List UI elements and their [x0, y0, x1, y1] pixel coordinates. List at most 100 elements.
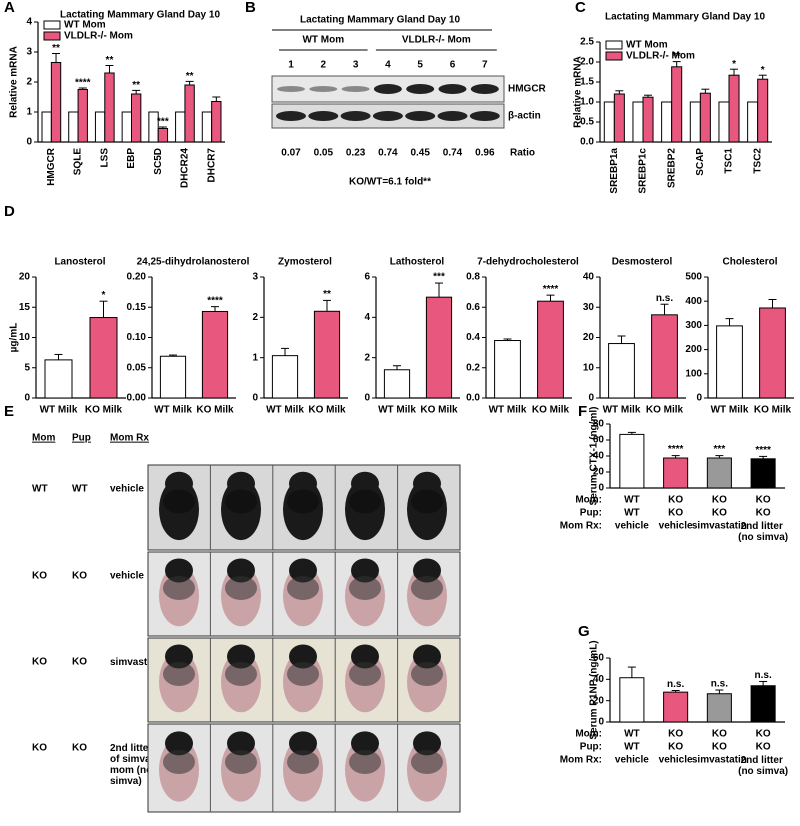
- bar: [104, 72, 115, 143]
- row-label: Pup:: [580, 742, 602, 753]
- band-label: β-actin: [508, 111, 541, 122]
- bar: [201, 310, 229, 399]
- row-label: Mom Rx:: [560, 755, 602, 766]
- legend-swatch: [605, 51, 623, 61]
- bar: [68, 111, 79, 143]
- x-tick-label: WT Milk: [603, 405, 641, 416]
- blot-title: Lactating Mammary Gland Day 10: [300, 15, 460, 26]
- bar: [759, 307, 786, 399]
- mouse-back: [225, 489, 257, 514]
- significance: ****: [207, 295, 223, 306]
- legend-label: VLDLR-/- Mom: [64, 31, 133, 42]
- mouse-back: [225, 750, 257, 774]
- lane-label: 5: [417, 60, 423, 71]
- mouse-back: [349, 489, 381, 514]
- x-tick-label: KO Milk: [196, 405, 234, 416]
- mouse-back: [163, 489, 195, 514]
- bar: [619, 433, 645, 489]
- bar: [271, 355, 299, 399]
- band: [406, 84, 435, 94]
- ratio: 0.23: [346, 148, 366, 159]
- y-tick-label: 10: [19, 332, 31, 343]
- bar: [663, 457, 689, 489]
- mouse-head: [289, 644, 317, 669]
- y-tick-label: 20: [593, 695, 605, 706]
- x-tick-label: DHCR24: [180, 148, 191, 188]
- bar: [148, 111, 159, 143]
- lane-label: 4: [385, 60, 391, 71]
- panel-letter: C: [575, 0, 586, 16]
- y-tick-label: 3: [26, 47, 32, 58]
- x-tick-label: DHCR7: [206, 148, 217, 183]
- legend-label: WT Mom: [626, 40, 668, 51]
- bar: [608, 343, 635, 399]
- y-tick-label: 300: [685, 320, 702, 331]
- bar: [425, 296, 453, 399]
- y-tick-label: 0.2: [466, 362, 480, 373]
- panel-letter: B: [245, 0, 256, 16]
- significance: *: [761, 65, 765, 76]
- y-tick-label: 40: [583, 272, 595, 283]
- chart-title: Zymosterol: [278, 257, 332, 268]
- x-tick-label: WT Milk: [711, 405, 749, 416]
- y-tick-label: 0.0: [580, 137, 594, 148]
- table-cell: KO: [756, 729, 771, 740]
- lane-label: 7: [482, 60, 488, 71]
- bar: [613, 93, 625, 143]
- chart-title: Lactating Mammary Gland Day 10: [605, 12, 765, 23]
- y-tick-label: 0.5: [580, 117, 594, 128]
- x-tick-label: WT Milk: [266, 405, 304, 416]
- y-tick-label: 0: [26, 137, 32, 148]
- x-tick-label: KO Milk: [532, 405, 570, 416]
- legend-label: VLDLR-/- Mom: [626, 51, 695, 62]
- mouse-back: [225, 662, 257, 686]
- y-tick-label: 1.5: [580, 77, 594, 88]
- table-cell: 2nd litter (no simva): [738, 755, 788, 777]
- y-tick-label: 0: [598, 483, 604, 494]
- bar: [159, 355, 187, 399]
- ratio: 0.96: [475, 148, 495, 159]
- chart-title: Lactating Mammary Gland Day 10: [60, 10, 220, 21]
- significance: n.s.: [656, 293, 673, 304]
- row-label: KO: [32, 743, 47, 754]
- row-label: KO: [32, 571, 47, 582]
- ratio: 0.07: [281, 148, 301, 159]
- band: [373, 84, 402, 94]
- lane-label: 3: [353, 60, 359, 71]
- legend-label: WT Mom: [64, 20, 106, 31]
- mouse-head: [351, 471, 379, 496]
- x-tick-label: KO Milk: [308, 405, 346, 416]
- x-tick-label: WT Milk: [489, 405, 527, 416]
- bar: [699, 92, 711, 143]
- mouse-back: [411, 750, 443, 774]
- y-axis-label: Serum P1NP (ng/mL): [589, 640, 600, 739]
- bar: [716, 325, 743, 399]
- legend-swatch: [43, 20, 61, 30]
- mouse-head: [289, 558, 317, 583]
- y-tick-label: 2.0: [580, 57, 594, 68]
- y-tick-label: 10: [583, 362, 595, 373]
- significance: **: [132, 80, 140, 91]
- y-tick-label: 0.0: [466, 393, 480, 404]
- significance: ***: [714, 444, 726, 455]
- significance: **: [186, 71, 194, 82]
- significance: ****: [668, 444, 684, 455]
- panel-letter: F: [578, 403, 587, 420]
- y-tick-label: 4: [26, 17, 32, 28]
- ratio: 0.74: [378, 148, 398, 159]
- y-tick-label: 0.20: [127, 272, 147, 283]
- significance: **: [106, 55, 114, 66]
- table-cell: WT: [624, 729, 640, 740]
- band: [372, 111, 403, 121]
- bar: [718, 101, 730, 143]
- y-tick-label: 3: [252, 272, 258, 283]
- bar: [663, 691, 689, 723]
- band: [340, 111, 371, 121]
- mouse-head: [413, 558, 441, 583]
- column-header: Mom Rx: [110, 433, 149, 444]
- y-axis-label: Relative mRNA: [573, 56, 584, 128]
- bar: [383, 369, 411, 399]
- mouse-back: [411, 576, 443, 600]
- y-tick-label: 0: [24, 393, 30, 404]
